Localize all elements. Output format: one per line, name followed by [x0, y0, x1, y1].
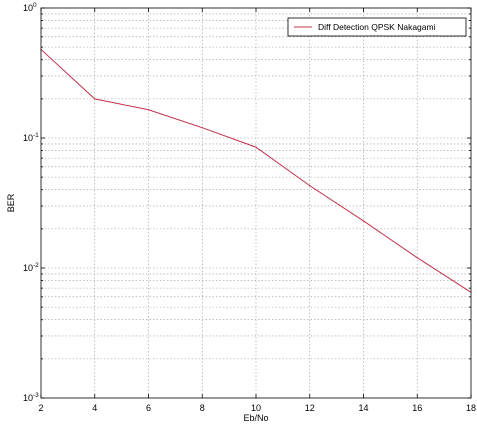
x-axis-label: Eb/No — [243, 413, 268, 423]
x-tick-label: 2 — [38, 403, 43, 413]
data-point — [362, 220, 365, 222]
data-point — [309, 185, 311, 187]
x-tick-label: 4 — [92, 403, 97, 413]
y-axis-label: BER — [6, 193, 16, 212]
y-tick-label: 10-3 — [23, 392, 39, 403]
legend: Diff Detection QPSK Nakagami — [287, 17, 467, 37]
x-tick-label: 8 — [200, 403, 205, 413]
x-tick-label: 10 — [251, 403, 261, 413]
x-tick-label: 18 — [466, 403, 476, 413]
data-point — [255, 146, 257, 148]
y-tick-label: 10-2 — [23, 262, 39, 273]
y-tick-label: 10-1 — [23, 132, 39, 143]
legend-box — [287, 17, 467, 37]
data-point — [416, 257, 418, 259]
x-tick-label: 6 — [146, 403, 151, 413]
legend-label: Diff Detection QPSK Nakagami — [318, 22, 436, 32]
x-tick-label: 16 — [412, 403, 422, 413]
x-tick-label: 12 — [305, 403, 315, 413]
data-point — [147, 109, 150, 111]
data-point — [201, 127, 203, 129]
data-point — [94, 98, 96, 100]
y-tick-label: 100 — [23, 2, 37, 13]
grid — [41, 8, 471, 398]
axis-labels: 2 4 6 8 10 12 14 16 18 100 10-1 10-2 10-3 Eb/No BER — [6, 2, 476, 423]
plot-frame — [40, 7, 472, 399]
x-tick-label: 14 — [358, 403, 368, 413]
series-layer — [40, 48, 472, 293]
axes — [40, 7, 472, 399]
